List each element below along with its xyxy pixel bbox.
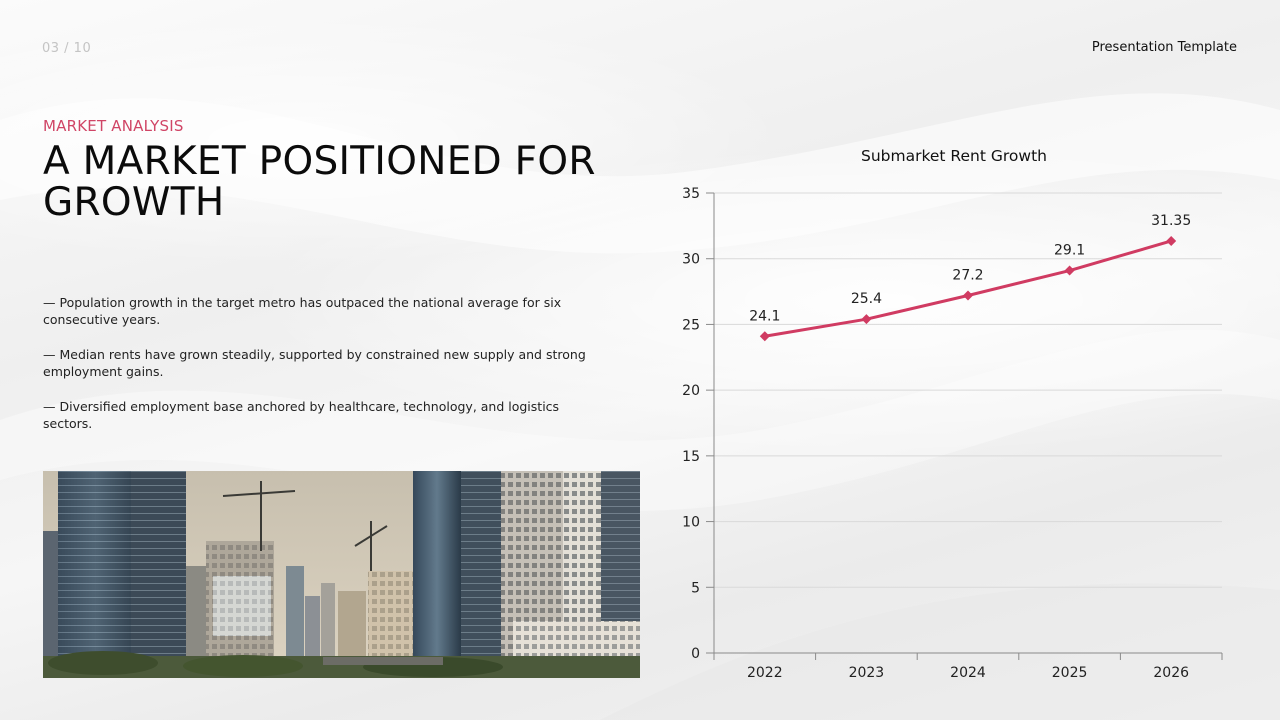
- y-tick-label: 15: [682, 449, 700, 465]
- slide-number: 03 / 10: [42, 41, 92, 56]
- chart-title: Submarket Rent Growth: [861, 147, 1047, 165]
- data-point-marker: [1064, 265, 1075, 276]
- y-tick-label: 30: [682, 252, 700, 268]
- data-label: 25.4: [851, 291, 882, 307]
- data-point-marker: [759, 331, 770, 342]
- bullet-rents: — Median rents have grown steadily, supp…: [43, 347, 586, 379]
- section-eyebrow: MARKET ANALYSIS: [43, 117, 184, 135]
- y-tick-label: 5: [691, 580, 700, 596]
- y-tick-label: 0: [691, 646, 700, 662]
- y-tick-label: 20: [682, 383, 700, 399]
- x-tick-label: 2026: [1153, 665, 1189, 681]
- y-tick-label: 35: [682, 186, 700, 202]
- y-tick-label: 25: [682, 317, 700, 333]
- slide-title: A MARKET POSITIONED FOR GROWTH: [43, 139, 596, 225]
- data-label: 29.1: [1054, 243, 1085, 259]
- x-tick-label: 2022: [747, 665, 783, 681]
- presentation-template-label: Presentation Template: [1091, 40, 1237, 55]
- data-point-marker: [963, 290, 973, 301]
- data-point-marker: [1166, 235, 1177, 246]
- data-label: 31.35: [1151, 213, 1191, 229]
- bullet-list: — Population growth in the target metro …: [43, 294, 588, 450]
- series-line: [764, 239, 1172, 338]
- bullet-employment: — Diversified employment base anchored b…: [43, 399, 560, 431]
- data-point-marker: [861, 314, 872, 325]
- bullet-population: — Population growth in the target metro …: [43, 295, 562, 327]
- x-tick-label: 2025: [1052, 665, 1088, 681]
- data-label: 27.2: [952, 268, 983, 284]
- city-construction-photo: [43, 471, 640, 678]
- data-label: 24.1: [749, 308, 780, 324]
- x-tick-label: 2024: [950, 665, 986, 681]
- y-tick-label: 10: [682, 515, 700, 531]
- x-tick-label: 2023: [849, 665, 885, 681]
